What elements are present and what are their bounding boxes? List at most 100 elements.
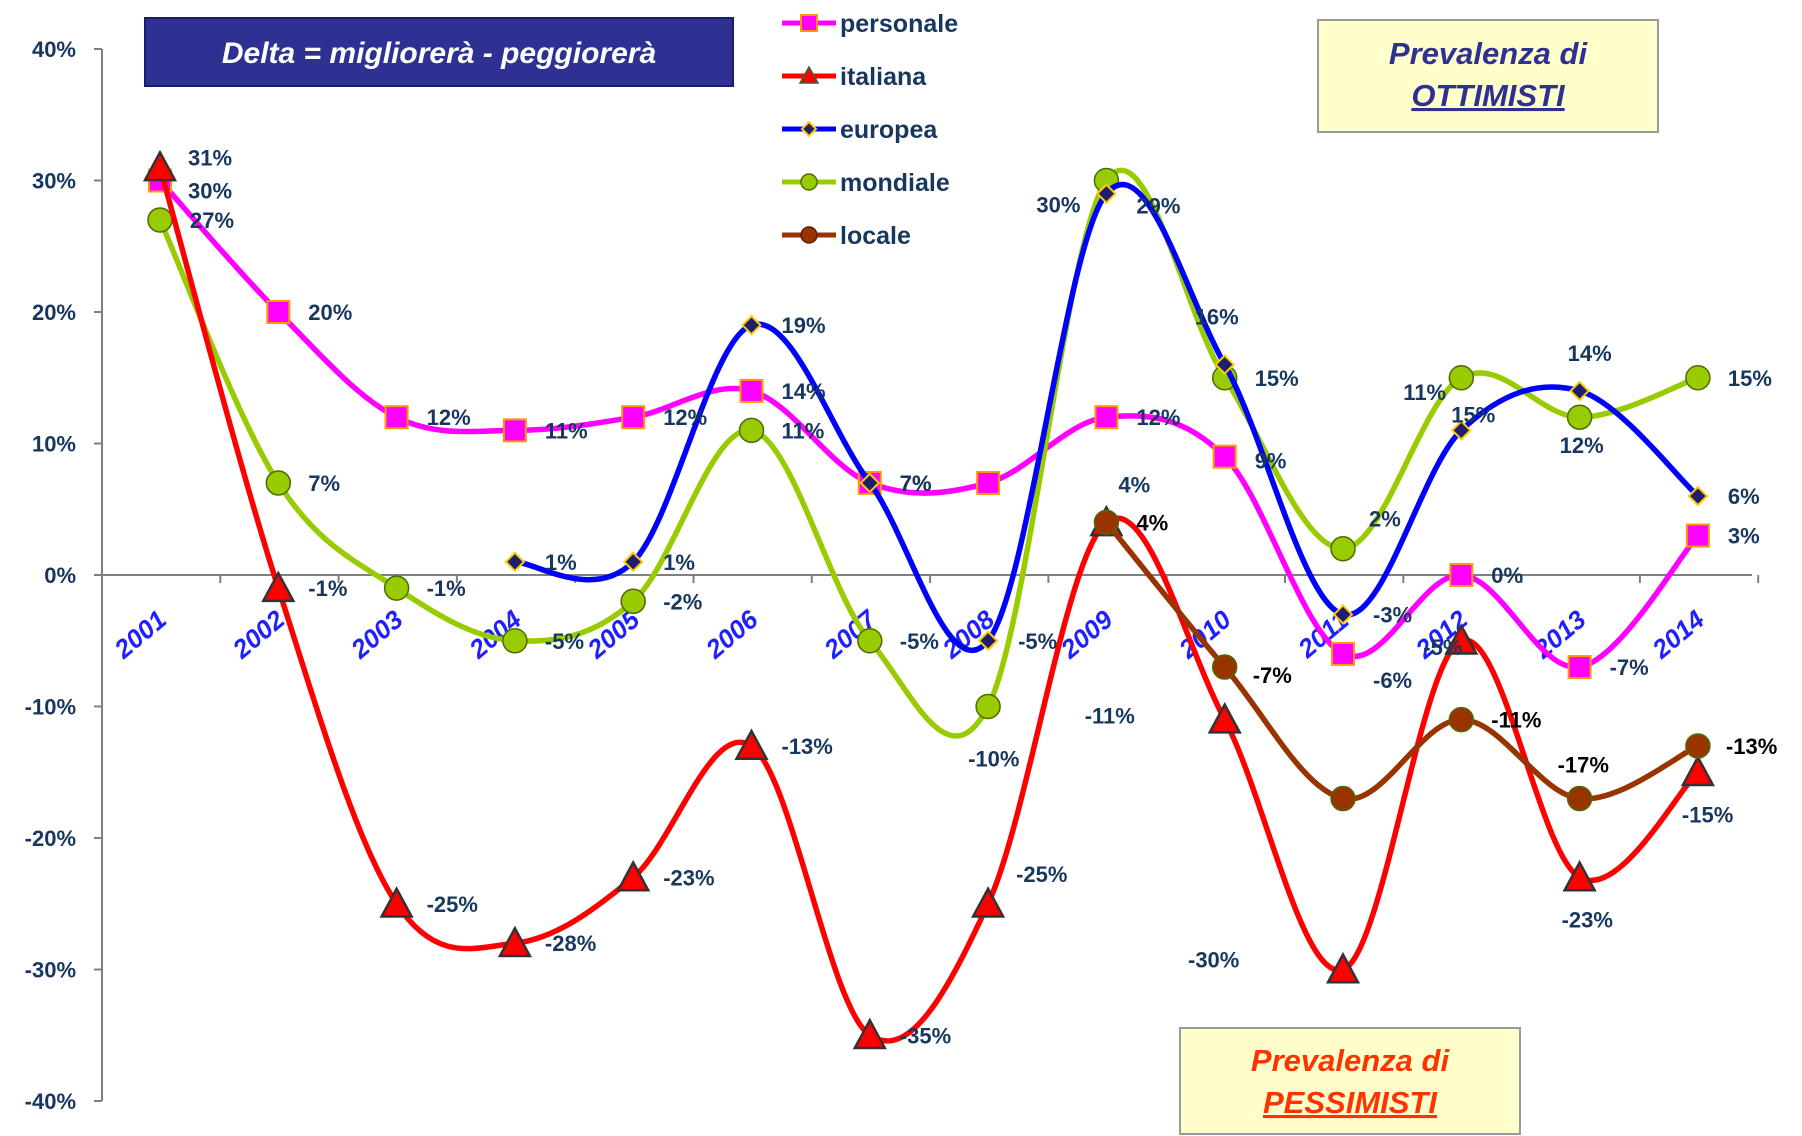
series-personale-marker [502,418,527,443]
series-italiana-marker [1680,754,1715,787]
legend-label: personale [840,10,958,38]
series-personale-data-label: 20% [308,300,352,325]
series-europea-data-label: 16% [1195,305,1239,330]
series-mondiale-marker [265,470,292,496]
legend-label: locale [840,222,911,250]
series-italiana-marker [971,886,1006,918]
series-italiana-data-label: -28% [545,931,596,956]
series-mondiale-data-label: 11% [782,418,825,443]
series-mondiale [147,167,1711,739]
series-mondiale-marker [1566,404,1593,430]
series-locale-data-label: 4% [1136,510,1168,535]
series-locale-marker [1330,785,1356,812]
series-locale-marker [1211,654,1238,680]
series-italiana-data-label: -13% [782,734,833,759]
delta-annotation: Delta = migliorerà - peggiorerà [144,17,734,87]
series-italiana-data-label: -30% [1188,948,1239,973]
series-europea-data-label: 29% [1136,194,1180,219]
series-mondiale-data-label: -2% [663,589,702,614]
series-italiana-data-label: -23% [663,865,714,890]
series-locale-marker [1685,733,1711,759]
delta-text: Delta = migliorerà - peggiorerà [222,37,656,70]
series-italiana-data-label: 31% [188,145,232,170]
series-europea-marker [622,551,644,573]
series-personale-marker [1094,405,1119,430]
series-italiana-marker [379,886,414,918]
series-mondiale-marker [975,693,1001,720]
series-personale-data-label: -7% [1610,655,1649,680]
series-italiana-marker [616,859,651,892]
y-tick-label: 0% [44,563,76,588]
series-europea-data-label: 15% [1451,402,1495,427]
series-mondiale-data-label: 27% [190,208,234,233]
legend-label: mondiale [840,169,950,197]
x-tick-label: 2001 [108,604,172,665]
series-europea-data-label: 1% [545,550,577,575]
series-europea-data-label: 14% [1568,341,1612,366]
series-personale-marker [1331,641,1355,666]
series-locale-data-label: -13% [1726,734,1777,759]
series-locale [1093,509,1711,812]
series-locale-marker [1093,509,1120,536]
series-personale-data-label: -6% [1373,668,1412,693]
series-personale [148,168,1710,680]
series-italiana-data-label: -5% [1423,635,1462,660]
legend-item-europea: europea [782,116,938,144]
y-tick-label: 20% [32,300,76,325]
y-tick-label: -10% [25,695,76,720]
delta-box [144,17,734,87]
series-mondiale-marker [1685,365,1711,391]
series-italiana-marker [142,149,178,182]
series-mondiale-marker [1448,365,1475,391]
series-italiana-line [157,164,1701,1044]
series-layer [142,149,1715,1050]
series-mondiale-marker [620,588,646,615]
legend-swatch-marker [800,226,818,244]
series-personale-data-label: 12% [663,405,707,430]
series-personale-data-label: 12% [427,405,471,430]
legend: personale italiana europea mondiale locale [782,10,958,250]
series-mondiale-data-label: 7% [308,471,340,496]
series-locale-data-label: -17% [1558,753,1609,778]
series-personale-data-label: 14% [782,379,826,404]
series-personale-marker [1212,444,1237,469]
series-personale-marker [1449,563,1474,587]
x-tick-label: 2003 [344,604,409,665]
series-mondiale-data-label: 15% [1728,366,1772,391]
series-personale-marker [266,300,291,324]
series-italiana-marker [852,1017,887,1050]
series-mondiale-data-label: -5% [545,629,584,654]
series-italiana-marker [1562,859,1597,892]
pessimisti-line2: PESSIMISTI [1263,1085,1438,1120]
series-locale-data-label: -11% [1491,708,1541,733]
series-mondiale-data-label: 30% [1036,193,1080,218]
y-tick-label: 30% [32,169,76,194]
legend-swatch-marker [800,173,818,191]
series-europea-marker [1332,604,1354,625]
series-personale-marker [739,378,764,403]
data-labels: 30% 20% 12% 11% 12% 14% 7% 12% 9% -6% 0% -7% 3% 27% 7%… [188,145,1777,1048]
series-europea-data-label: 1% [663,550,695,575]
series-mondiale-marker [502,628,528,654]
series-italiana-data-label: -25% [1016,862,1067,887]
series-personale-data-label: 12% [1136,405,1180,430]
ottimisti-line1: Prevalenza di [1389,36,1589,71]
series-europea-data-label: 7% [900,471,932,496]
series-europea-marker [1450,419,1472,441]
series-mondiale-data-label: -10% [968,747,1019,772]
series-italiana [142,149,1715,1050]
series-mondiale-data-label: -5% [900,629,939,654]
series-italiana-marker [1325,951,1361,984]
series-mondiale-line [157,167,1701,739]
ottimisti-line2: OTTIMISTI [1411,78,1566,113]
series-europea [504,182,1709,653]
series-locale-marker [1448,706,1475,733]
series-mondiale-marker [383,575,410,601]
legend-item-mondiale: mondiale [782,169,950,197]
legend-item-personale: personale [782,10,958,38]
legend-item-italiana: italiana [782,63,927,91]
series-personale-data-label: 3% [1728,524,1760,549]
series-europea-data-label: -5% [1018,629,1057,654]
ottimisti-box [1317,19,1659,133]
